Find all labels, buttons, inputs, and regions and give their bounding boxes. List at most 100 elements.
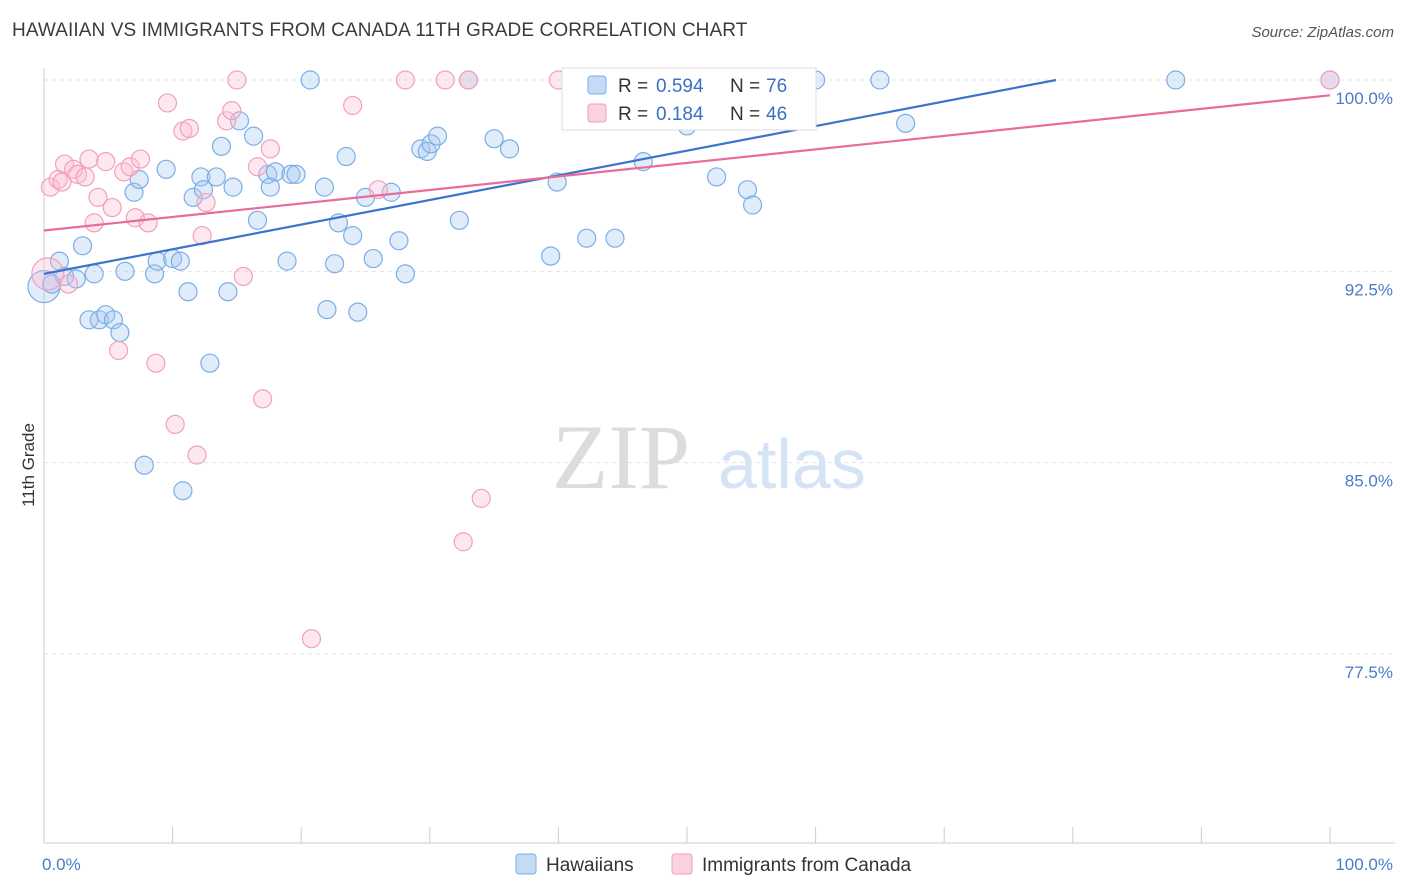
point-canada xyxy=(301,629,322,649)
point-hawaiians xyxy=(244,126,264,146)
point-hawaiians xyxy=(206,167,226,187)
point-canada xyxy=(138,213,158,233)
point-hawaiians xyxy=(870,70,890,90)
point-hawaiians xyxy=(211,136,232,156)
point-canada xyxy=(54,154,75,174)
source-label: Source: ZipAtlas.com xyxy=(1251,24,1394,41)
legend-label-canada: Immigrants from Canada xyxy=(702,855,912,876)
point-canada xyxy=(247,157,268,177)
point-canada xyxy=(63,159,84,179)
legend-swatch-hawaiians xyxy=(515,853,537,875)
legend-stats: R = 0.594 N = 76 R = 0.184 N = 46 xyxy=(561,67,817,131)
data-points xyxy=(27,70,1340,649)
point-hawaiians xyxy=(896,113,916,133)
point-hawaiians xyxy=(277,251,297,271)
legend-swatch-hawaiians xyxy=(587,75,607,95)
point-canada xyxy=(435,70,455,90)
point-canada xyxy=(130,149,151,169)
point-canada xyxy=(96,152,116,172)
point-hawaiians xyxy=(395,264,415,284)
point-canada xyxy=(40,177,61,197)
point-canada xyxy=(471,488,491,508)
point-canada xyxy=(1320,70,1340,90)
point-canada xyxy=(120,157,140,177)
point-hawaiians xyxy=(421,134,441,154)
point-hawaiians xyxy=(325,254,345,274)
point-hawaiians xyxy=(124,182,144,202)
point-hawaiians xyxy=(178,282,198,302)
point-canada xyxy=(260,139,280,159)
point-canada xyxy=(108,340,129,361)
point-canada xyxy=(458,70,478,90)
point-canada xyxy=(253,389,273,409)
point-hawaiians xyxy=(541,246,561,266)
point-hawaiians xyxy=(170,251,190,271)
watermark-atlas: atlas xyxy=(718,425,866,503)
point-hawaiians xyxy=(348,302,368,322)
point-hawaiians xyxy=(72,236,93,256)
point-canada xyxy=(75,167,95,187)
point-hawaiians xyxy=(247,210,268,230)
point-hawaiians xyxy=(84,264,104,284)
point-hawaiians xyxy=(281,164,301,184)
trend-line-canada xyxy=(43,94,1331,232)
x-tick-label: 100.0% xyxy=(1335,855,1393,874)
watermark: ZIP atlas xyxy=(552,406,866,508)
point-canada xyxy=(114,162,134,182)
axes xyxy=(43,68,1395,844)
point-canada xyxy=(157,93,178,113)
point-hawaiians xyxy=(89,310,109,330)
point-canada xyxy=(179,118,199,139)
point-canada xyxy=(227,70,247,90)
point-canada xyxy=(67,164,88,184)
legend-r-label: R = xyxy=(618,76,648,97)
point-canada xyxy=(453,532,473,552)
watermark-zip: ZIP xyxy=(552,406,690,508)
point-canada xyxy=(84,213,104,233)
chart-title: HAWAIIAN VS IMMIGRANTS FROM CANADA 11TH … xyxy=(12,20,748,41)
legend-swatch-canada xyxy=(671,853,693,875)
x-tick-label: 0.0% xyxy=(42,855,81,874)
legend-r-label: R = xyxy=(618,104,648,125)
point-hawaiians xyxy=(314,177,334,197)
y-tick-label: 92.5% xyxy=(1345,280,1393,299)
point-canada xyxy=(88,187,108,207)
y-tick-label: 85.0% xyxy=(1345,472,1393,491)
point-canada xyxy=(79,149,99,169)
point-canada xyxy=(395,70,415,90)
y-axis-label: 11th Grade xyxy=(19,423,38,507)
trend-lines xyxy=(43,78,1331,275)
point-canada xyxy=(343,95,363,116)
point-hawaiians xyxy=(1166,70,1186,90)
point-hawaiians xyxy=(577,228,597,248)
point-hawaiians xyxy=(706,167,727,187)
tick-labels: 77.5% 85.0% 92.5% 100.0% 0.0% 100.0% xyxy=(42,89,1393,874)
point-hawaiians xyxy=(134,455,154,475)
point-hawaiians xyxy=(223,177,243,197)
point-canada xyxy=(196,192,216,213)
legend-n-label: N = xyxy=(730,76,760,97)
point-hawaiians xyxy=(499,139,520,159)
point-canada xyxy=(222,101,242,121)
point-hawaiians xyxy=(742,195,763,215)
point-hawaiians xyxy=(605,228,625,248)
point-hawaiians xyxy=(110,322,130,343)
point-hawaiians xyxy=(363,248,383,269)
point-hawaiians xyxy=(427,126,448,146)
point-canada xyxy=(217,111,237,131)
point-canada xyxy=(165,414,185,434)
point-canada xyxy=(58,274,79,294)
point-hawaiians xyxy=(389,231,409,251)
point-hawaiians xyxy=(218,282,238,302)
point-hawaiians xyxy=(173,481,193,501)
y-tick-label: 100.0% xyxy=(1335,89,1393,108)
point-canada xyxy=(187,445,207,465)
legend-n-label: N = xyxy=(730,104,760,125)
point-hawaiians xyxy=(300,70,320,90)
point-hawaiians xyxy=(317,300,337,320)
point-hawaiians xyxy=(336,146,356,167)
legend-series: Hawaiians Immigrants from Canada xyxy=(515,853,912,876)
point-hawaiians xyxy=(260,177,280,197)
grid-lines xyxy=(44,79,1395,655)
